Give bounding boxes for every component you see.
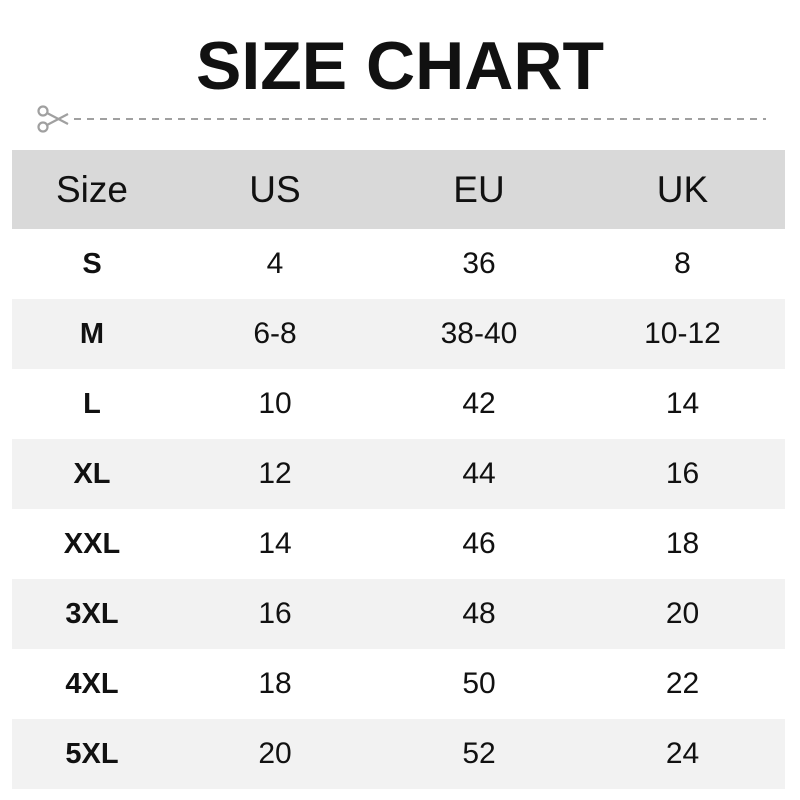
table-row: S 4 36 8	[12, 229, 785, 299]
cell-us: 18	[258, 667, 292, 700]
table-row: 4XL 18 50 22	[12, 649, 785, 719]
page-title: SIZE CHART	[196, 28, 604, 104]
cell-us: 16	[258, 597, 292, 630]
header-us: US	[249, 168, 301, 210]
cell-size: M	[79, 317, 105, 350]
cell-eu: 36	[462, 247, 496, 280]
size-table: Size US EU UK S 4 36 8 M 6-8 38-40 10-12 L 10 42 14…	[12, 150, 785, 789]
cell-eu: 46	[462, 527, 496, 560]
cell-eu: 48	[462, 597, 496, 630]
cell-size: 4XL	[65, 667, 119, 700]
cell-us: 10	[258, 387, 292, 420]
scissors-icon	[37, 105, 69, 133]
cell-us: 6-8	[253, 317, 297, 350]
cell-size: 3XL	[65, 597, 119, 630]
cell-uk: 8	[674, 247, 691, 280]
table-row: 5XL 20 52 24	[12, 719, 785, 789]
cell-uk: 20	[665, 597, 700, 630]
cell-us: 12	[258, 457, 292, 490]
cell-eu: 38-40	[440, 317, 518, 350]
table-row: M 6-8 38-40 10-12	[12, 299, 785, 369]
table-row: XXL 14 46 18	[12, 509, 785, 579]
cell-uk: 18	[665, 527, 700, 560]
cell-eu: 42	[462, 387, 496, 420]
table-row: XL 12 44 16	[12, 439, 785, 509]
cell-size: 5XL	[65, 737, 119, 770]
cell-eu: 52	[462, 737, 496, 770]
cell-us: 14	[258, 527, 292, 560]
cell-size: XXL	[63, 527, 121, 560]
cut-line	[37, 105, 766, 133]
header-uk: UK	[656, 168, 709, 210]
cell-uk: 22	[665, 667, 700, 700]
cell-uk: 16	[665, 457, 700, 490]
cell-size: L	[83, 387, 101, 420]
table-row: 3XL 16 48 20	[12, 579, 785, 649]
cell-uk: 10-12	[644, 317, 721, 350]
table-header-row: Size US EU UK	[12, 150, 785, 229]
header-eu: EU	[453, 168, 505, 210]
cell-uk: 24	[665, 737, 700, 770]
cell-us: 4	[266, 247, 284, 280]
header-size: Size	[56, 168, 128, 210]
cell-uk: 14	[665, 387, 700, 420]
cell-eu: 44	[462, 457, 496, 490]
table-row: L 10 42 14	[12, 369, 785, 439]
cell-size: XL	[73, 457, 111, 490]
cell-size: S	[82, 247, 102, 280]
cell-us: 20	[258, 737, 292, 770]
cell-eu: 50	[462, 667, 496, 700]
